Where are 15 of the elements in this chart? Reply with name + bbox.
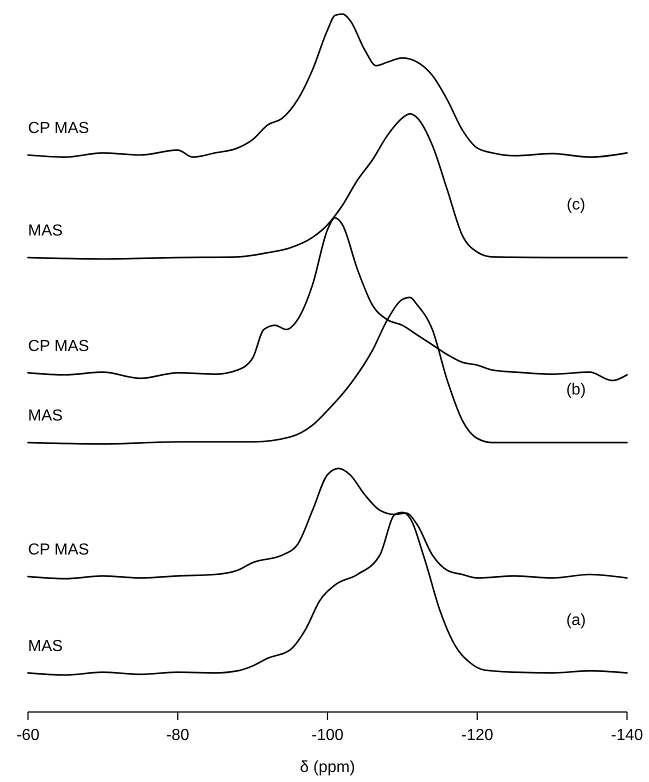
series-label: MAS xyxy=(28,638,63,655)
x-tick-label: -100 xyxy=(311,727,344,744)
series-label: MAS xyxy=(28,408,63,425)
annotation: (c) xyxy=(566,196,586,214)
x-axis-title: δ (ppm) xyxy=(300,759,356,776)
series-label: CP MAS xyxy=(28,120,90,137)
x-tick-label: -60 xyxy=(16,727,40,744)
x-tick-label: -120 xyxy=(461,727,494,744)
annotation: (a) xyxy=(566,612,586,629)
annotation: (b) xyxy=(566,382,586,399)
series-label: CP MAS xyxy=(28,542,90,559)
x-tick-label: -80 xyxy=(166,727,190,744)
series-label: CP MAS xyxy=(28,338,90,355)
series-label: MAS xyxy=(28,222,63,240)
x-tick-label: -140 xyxy=(610,727,644,744)
